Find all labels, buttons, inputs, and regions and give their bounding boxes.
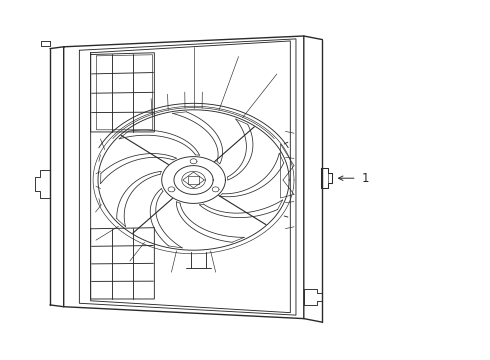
Text: 1: 1	[362, 172, 369, 185]
